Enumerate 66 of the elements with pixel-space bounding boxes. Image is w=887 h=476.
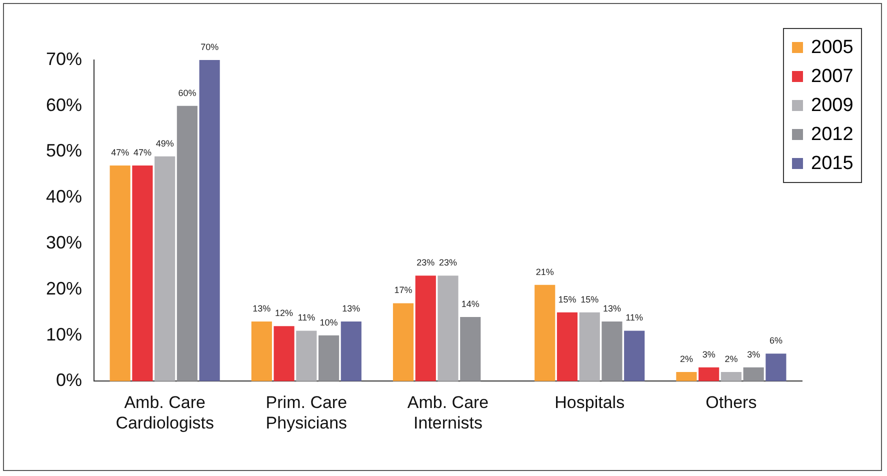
bar [176, 106, 198, 382]
data-label: 14% [461, 298, 480, 309]
data-label: 10% [320, 317, 338, 328]
bar [340, 322, 362, 382]
data-label: 12% [275, 308, 294, 318]
x-tick-label: Amb. Care Internists [407, 393, 489, 432]
x-tick-label: Amb. Care Cardiologists [116, 393, 214, 432]
data-label: 6% [769, 336, 782, 346]
data-label: 13% [342, 304, 360, 314]
y-tick-label: 0% [56, 370, 82, 390]
bar [676, 372, 697, 382]
data-label: 23% [416, 258, 435, 268]
data-label: 13% [602, 304, 621, 314]
legend-label: 2007 [811, 66, 854, 88]
data-label: 47% [133, 148, 152, 158]
bar [624, 330, 645, 382]
bar [698, 367, 720, 382]
bar [110, 166, 130, 382]
data-label: 23% [439, 258, 458, 268]
y-tick-label: 50% [46, 140, 82, 161]
bar [154, 156, 176, 382]
bar [392, 303, 414, 382]
x-tick-label: Others [706, 393, 757, 412]
bar [438, 276, 458, 382]
bar [318, 335, 340, 382]
bar [415, 276, 436, 382]
y-tick-label: 30% [46, 232, 82, 253]
data-label: 3% [747, 349, 760, 360]
legend-label: 2015 [811, 152, 854, 174]
bar [720, 372, 742, 382]
bar [251, 322, 272, 382]
y-tick-label: 60% [46, 94, 82, 115]
bar [579, 312, 600, 382]
bar [556, 312, 578, 382]
bar [766, 354, 786, 382]
y-tick-label: 70% [46, 48, 82, 69]
data-label: 17% [394, 285, 412, 296]
y-tick-label: 10% [46, 324, 82, 344]
legend-label: 2009 [811, 94, 854, 116]
x-tick-label: Prim. Care Physicians [266, 393, 348, 432]
data-label: 13% [252, 304, 271, 314]
y-tick-label: 20% [46, 278, 82, 298]
data-label: 11% [298, 312, 316, 323]
x-tick-label: Hospitals [554, 393, 625, 412]
data-label: 2% [724, 354, 738, 364]
data-label: 2% [680, 354, 693, 364]
bar [743, 367, 764, 382]
legend-label: 2005 [811, 36, 854, 58]
bar [534, 284, 556, 382]
data-label: 47% [111, 148, 130, 158]
data-label: 15% [580, 294, 599, 304]
bar [132, 166, 153, 382]
data-label: 11% [626, 312, 644, 323]
data-label: 15% [558, 294, 576, 304]
data-label: 60% [178, 88, 196, 98]
bar [199, 60, 220, 382]
data-label: 70% [200, 42, 219, 52]
y-tick-label: 40% [46, 186, 82, 207]
bar [602, 322, 622, 382]
data-label: 3% [702, 349, 716, 360]
legend-label: 2012 [811, 124, 854, 146]
bar [274, 326, 294, 382]
bar [296, 330, 317, 382]
bar [460, 316, 481, 382]
data-label: 49% [156, 138, 174, 148]
data-label: 21% [536, 266, 554, 277]
